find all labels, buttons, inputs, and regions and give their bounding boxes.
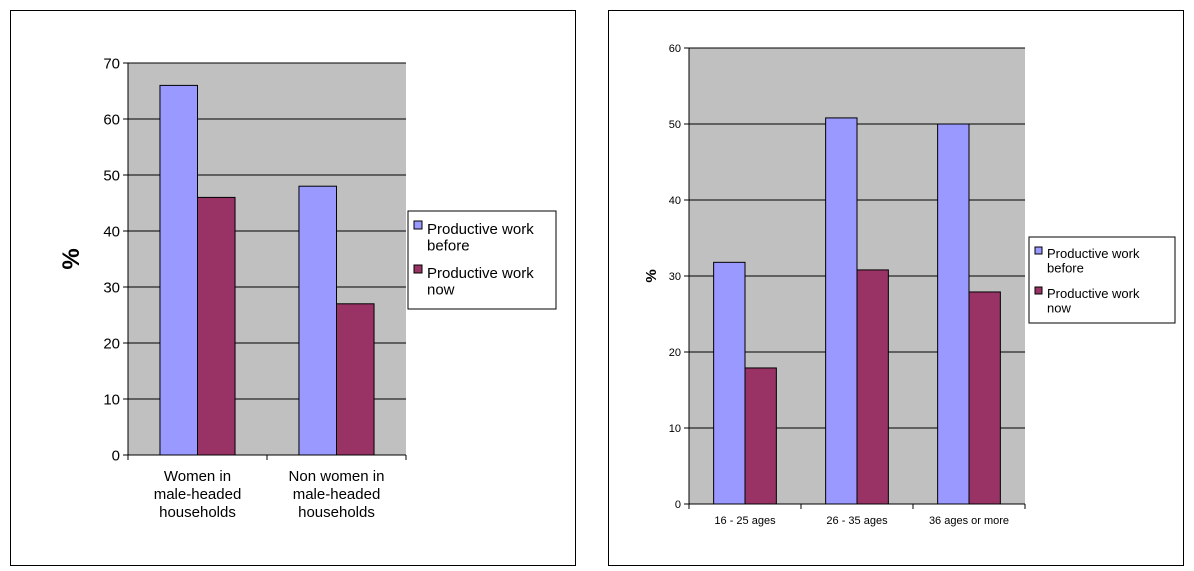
chart-panel-right: 0 10 20 30 40 50 60 16 - 25 ages 26 - 35 ages 36 … <box>608 10 1184 566</box>
legend-box <box>1028 236 1176 324</box>
bar-now <box>197 196 236 456</box>
x-category-label: 16 - 25 ages <box>714 515 776 527</box>
legend-swatch-before <box>413 220 423 230</box>
legend-swatch-now <box>413 264 423 274</box>
y-tick-label: 50 <box>669 119 681 131</box>
legend-swatch-before <box>1034 246 1043 255</box>
chart-panel-left: 0 10 20 30 40 50 60 70 Women in male-headed househ… <box>10 10 576 566</box>
legend-label-line: Productive work <box>427 221 534 238</box>
x-category-label-line: Non women in <box>289 468 385 485</box>
x-category-label: Non women in male-headed households <box>289 468 385 521</box>
y-tick-label: 0 <box>112 447 120 464</box>
bar-now <box>856 269 889 505</box>
y-tick-label: 0 <box>675 499 681 511</box>
bar-before <box>937 123 970 505</box>
y-tick-label: 20 <box>669 347 681 359</box>
legend-box <box>407 210 557 310</box>
legend-label-line: now <box>1047 300 1071 315</box>
y-tick-label: 70 <box>103 55 120 72</box>
bar-now <box>336 303 375 456</box>
legend-label-line: before <box>1047 260 1084 275</box>
x-category-label: Women in male-headed households <box>154 468 242 521</box>
legend-label-now: Productive work now <box>427 265 534 299</box>
legend-label-line: Productive work <box>1047 286 1140 301</box>
y-tick-label: 40 <box>669 195 681 207</box>
chart-right-svg: 0 10 20 30 40 50 60 16 - 25 ages 26 - 35 ages 36 … <box>643 43 1176 527</box>
y-axis-label: % <box>58 248 85 269</box>
legend-label-now: Productive work now <box>1047 286 1140 315</box>
bar-before <box>825 117 858 505</box>
y-tick-label: 40 <box>103 223 120 240</box>
legend-label-before: Productive work before <box>1047 246 1140 275</box>
y-tick-label: 10 <box>103 391 120 408</box>
y-tick-label: 30 <box>103 279 120 296</box>
x-category-label-line: male-headed <box>293 486 381 503</box>
legend-label-line: before <box>427 238 470 255</box>
y-tick-label: 30 <box>669 271 681 283</box>
x-category-label: 26 - 35 ages <box>826 515 888 527</box>
y-tick-label: 20 <box>103 335 120 352</box>
y-tick-label: 60 <box>669 43 681 55</box>
bar-before <box>159 84 198 456</box>
y-tick-label: 50 <box>103 167 120 184</box>
x-category-label-line: Women in <box>164 468 231 485</box>
bar-before <box>298 185 337 456</box>
bar-now <box>744 367 777 505</box>
y-tick-label: 60 <box>103 111 120 128</box>
legend-label-line: Productive work <box>1047 246 1140 261</box>
bar-now <box>968 291 1001 505</box>
x-category-label: 36 ages or more <box>929 515 1009 527</box>
legend-swatch-now <box>1034 286 1043 295</box>
legend-label-line: now <box>427 282 455 299</box>
legend-label-before: Productive work before <box>427 221 534 255</box>
legend-label-line: Productive work <box>427 265 534 282</box>
x-category-label-line: households <box>159 504 236 521</box>
x-category-label-line: households <box>298 504 375 521</box>
y-axis-label: % <box>643 269 660 282</box>
bar-before <box>713 261 746 505</box>
x-category-label-line: male-headed <box>154 486 242 503</box>
y-tick-label: 10 <box>669 423 681 435</box>
